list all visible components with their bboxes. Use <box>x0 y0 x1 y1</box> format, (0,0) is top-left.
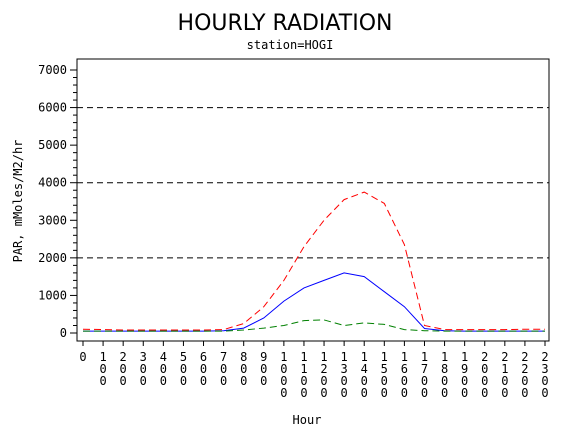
y-tick-label: 2000 <box>38 251 67 265</box>
y-tick-label: 1000 <box>38 288 67 302</box>
y-axis-label: PAR, mMoles/M2/hr <box>11 140 25 263</box>
series-line-1 <box>82 191 545 331</box>
series-line-3 <box>83 319 545 332</box>
x-axis-label: Hour <box>293 413 322 427</box>
x-tick-label: 0 <box>79 350 86 364</box>
chart-subtitle: station=HOGI <box>247 38 334 52</box>
y-tick-label: 6000 <box>38 101 67 115</box>
y-tick-label: 3000 <box>38 213 67 227</box>
plot-frame <box>76 58 550 342</box>
chart-title: HOURLY RADIATION <box>178 11 393 36</box>
series-line-2 <box>83 272 545 332</box>
y-tick-label: 0 <box>60 326 67 340</box>
y-tick-label: 5000 <box>38 138 67 152</box>
plot-area: 0 1000 2000 3000 4000 5000 6000 7000 0 1 0 0 2 0 0 3 0 0 4… <box>38 58 550 400</box>
y-tick-label: 4000 <box>38 176 67 190</box>
y-tick-label: 7000 <box>38 63 67 77</box>
